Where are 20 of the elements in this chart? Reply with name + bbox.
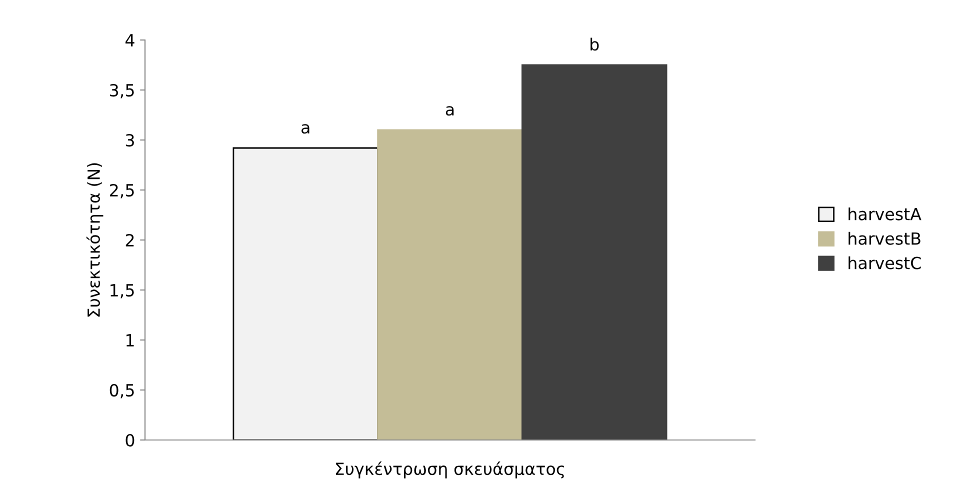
legend-label: harvestB bbox=[848, 232, 920, 245]
y-tick-label: 3 bbox=[126, 134, 134, 147]
y-tick-label: 3,5 bbox=[110, 84, 134, 98]
data-label: a bbox=[302, 124, 310, 134]
legend-label: harvestC bbox=[848, 256, 921, 270]
data-label: a bbox=[446, 106, 454, 116]
bar bbox=[232, 147, 379, 440]
y-tick-label: 4 bbox=[125, 34, 134, 46]
y-axis-title: Συνεκτικότητα (N) bbox=[86, 163, 104, 317]
data-label: b bbox=[590, 38, 599, 51]
x-axis-title: Συγκέντρωση σκευάσματος bbox=[336, 462, 564, 478]
y-tick-label: 1 bbox=[126, 334, 134, 346]
y-tick-label: 2,5 bbox=[110, 184, 134, 198]
bar bbox=[521, 64, 668, 440]
y-tick-label: 1,5 bbox=[110, 284, 134, 298]
bar bbox=[377, 129, 523, 440]
y-tick-label: 0,5 bbox=[110, 384, 134, 398]
legend-label: harvestA bbox=[848, 207, 922, 220]
y-tick-label: 0 bbox=[126, 434, 134, 447]
y-tick-label: 2 bbox=[126, 234, 134, 246]
